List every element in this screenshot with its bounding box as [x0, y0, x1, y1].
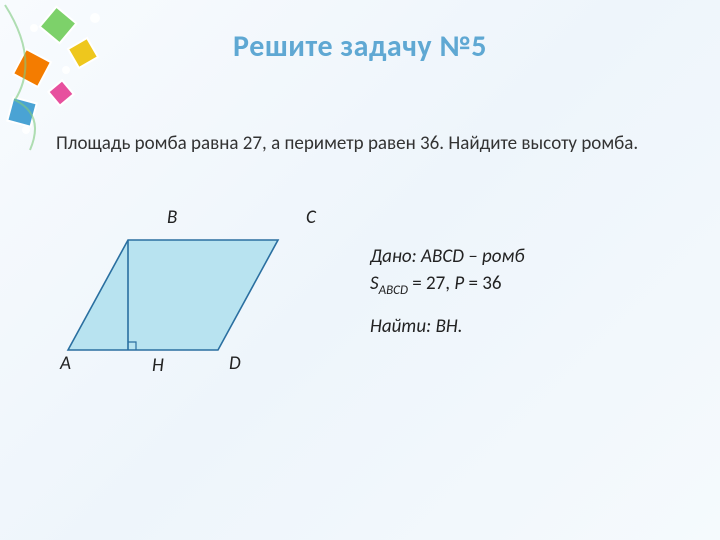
- perimeter-value: = 36: [464, 272, 501, 295]
- label-a: A: [60, 352, 71, 375]
- given-label: Дано:: [370, 245, 421, 268]
- area-subscript: ABCD: [379, 282, 408, 297]
- find-value: BH.: [436, 315, 463, 338]
- given-line1: Дано: ABCD – ромб: [370, 244, 525, 271]
- given-block: Дано: ABCD – ромб SABCD = 27, P = 36 Най…: [370, 244, 525, 340]
- given-shape: ABCD: [421, 245, 464, 268]
- rhombus-figure: [48, 200, 348, 400]
- perimeter-symbol: P: [454, 272, 464, 295]
- area-symbol: S: [370, 272, 379, 295]
- given-shape-type: – ромб: [464, 245, 525, 268]
- given-line2: SABCD = 27, P = 36: [370, 271, 525, 300]
- label-d: D: [229, 352, 241, 375]
- problem-text: Площадь ромба равна 27, а периметр равен…: [56, 132, 646, 157]
- label-h: H: [152, 354, 164, 377]
- label-c: C: [306, 206, 316, 229]
- given-line3: Найти: BH.: [370, 314, 525, 341]
- find-label: Найти:: [370, 315, 436, 338]
- label-b: B: [167, 206, 177, 229]
- area-value: = 27,: [408, 272, 454, 295]
- slide-title: Решите задачу №5: [0, 28, 720, 65]
